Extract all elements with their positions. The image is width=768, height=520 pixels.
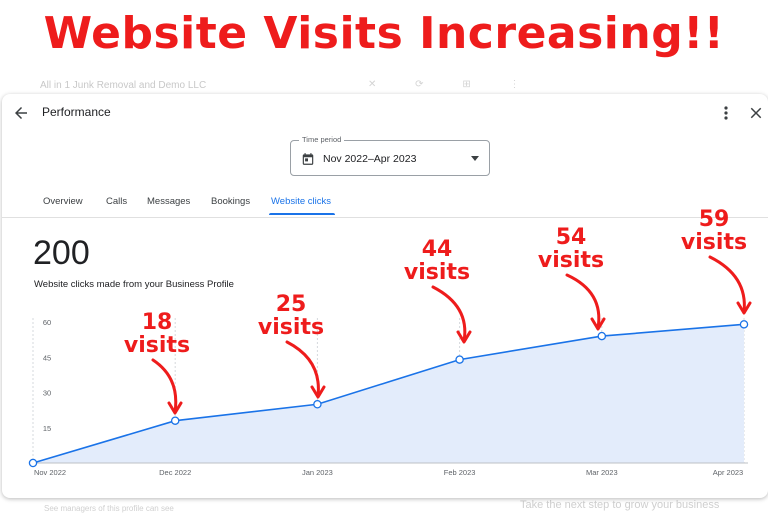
annotation-arrowhead: [736, 301, 752, 315]
annotation-word: visits: [124, 333, 190, 358]
background-business-name: All in 1 Junk Removal and Demo LLC: [40, 80, 207, 91]
series-line: [32, 323, 745, 464]
x-tick-label: Apr 2023: [713, 468, 743, 477]
annotation-word: visits: [681, 230, 747, 255]
annotation-arrowhead: [167, 401, 183, 415]
tab-website-clicks[interactable]: Website clicks: [271, 196, 332, 207]
annotation-arrow: [708, 255, 746, 314]
background-toolbar-icons: ✕ ⟳ ⊞ ⋮: [368, 79, 538, 90]
active-tab-indicator: [269, 213, 335, 215]
x-tick-label: Nov 2022: [34, 468, 66, 477]
series-area: [33, 324, 744, 463]
tab-divider: [2, 217, 768, 218]
annotation-arrow: [285, 340, 320, 398]
tab-bookings[interactable]: Bookings: [211, 196, 251, 207]
annotation-arrow: [151, 358, 178, 414]
page-title: Performance: [42, 105, 111, 119]
total-clicks-caption: Website clicks made from your Business P…: [34, 279, 234, 290]
arrow-left-icon[interactable]: [12, 104, 30, 122]
data-point: [313, 399, 322, 409]
y-tick-label: 30: [43, 389, 51, 398]
background-footer-text: See managers of this profile can see: [44, 504, 174, 513]
total-clicks: 200: [33, 234, 90, 272]
annotation-number: 25: [276, 292, 307, 317]
annotation-arrowhead: [456, 330, 472, 344]
data-point: [455, 355, 464, 364]
time-period-label: Time period: [299, 135, 345, 144]
annotation-arrowhead: [590, 317, 606, 331]
time-period-select[interactable]: Time period Nov 2022–Apr 2023: [290, 135, 490, 176]
data-point: [28, 458, 38, 468]
tab-overview[interactable]: Overview: [43, 196, 83, 207]
annotation-number: 44: [422, 237, 453, 262]
tab-calls[interactable]: Calls: [106, 196, 128, 207]
y-tick-label: 15: [43, 424, 51, 433]
calendar-icon: [302, 153, 314, 165]
annotation-word: visits: [258, 315, 324, 340]
tab-messages[interactable]: Messages: [147, 196, 191, 207]
annotation-arrow: [431, 285, 467, 343]
background-next-step: Take the next step to grow your business: [520, 499, 720, 511]
annotation-number: 59: [699, 207, 730, 232]
time-period-value: Nov 2022–Apr 2023: [323, 153, 417, 165]
data-point: [170, 416, 180, 425]
headline: Website Visits Increasing!!: [43, 8, 725, 59]
y-tick-label: 45: [43, 353, 51, 362]
x-tick-label: Mar 2023: [586, 468, 618, 477]
data-point: [597, 331, 607, 341]
x-tick-label: Jan 2023: [302, 468, 333, 477]
chevron-down-icon: [471, 156, 479, 161]
annotation-arrow: [565, 273, 601, 330]
annotation-number: 18: [142, 310, 173, 335]
annotation-number: 54: [556, 225, 587, 250]
annotation-arrowhead: [310, 385, 326, 399]
annotation-word: visits: [404, 260, 470, 285]
data-point: [739, 320, 749, 329]
x-tick-label: Feb 2023: [444, 468, 476, 477]
x-tick-label: Dec 2022: [159, 468, 191, 477]
annotation-word: visits: [538, 248, 604, 273]
more-vert-icon[interactable]: [720, 104, 732, 122]
close-icon[interactable]: [747, 104, 765, 122]
y-tick-label: 60: [43, 318, 51, 327]
